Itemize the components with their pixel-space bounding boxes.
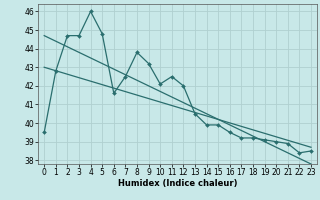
X-axis label: Humidex (Indice chaleur): Humidex (Indice chaleur) — [118, 179, 237, 188]
